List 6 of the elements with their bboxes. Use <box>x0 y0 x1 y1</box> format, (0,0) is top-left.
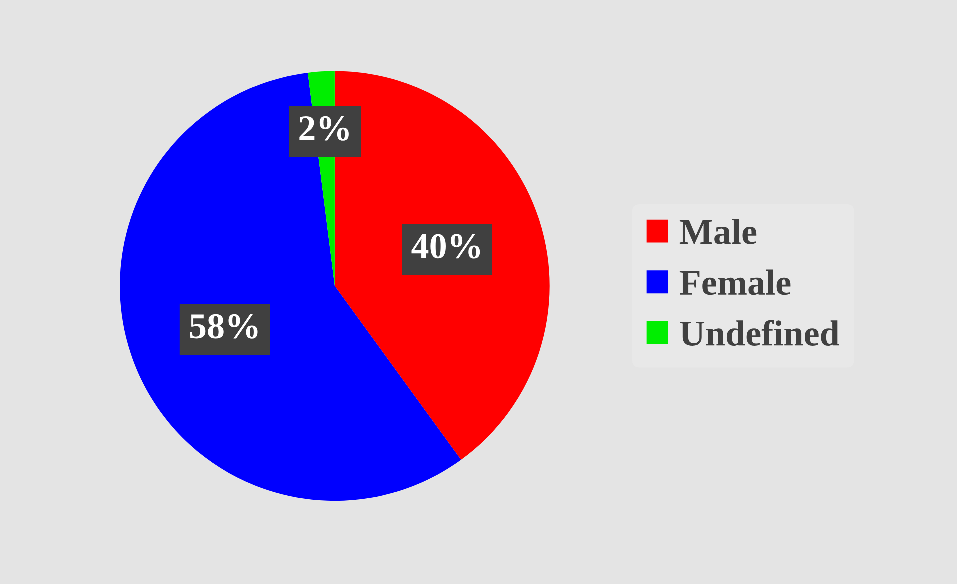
legend-label: Undefined <box>680 320 840 346</box>
data-label: 40% <box>412 234 480 259</box>
legend-label: Female <box>680 270 791 296</box>
data-label: 2% <box>300 116 349 141</box>
data-label: 58% <box>190 314 258 339</box>
legend-label: Male <box>680 218 757 244</box>
